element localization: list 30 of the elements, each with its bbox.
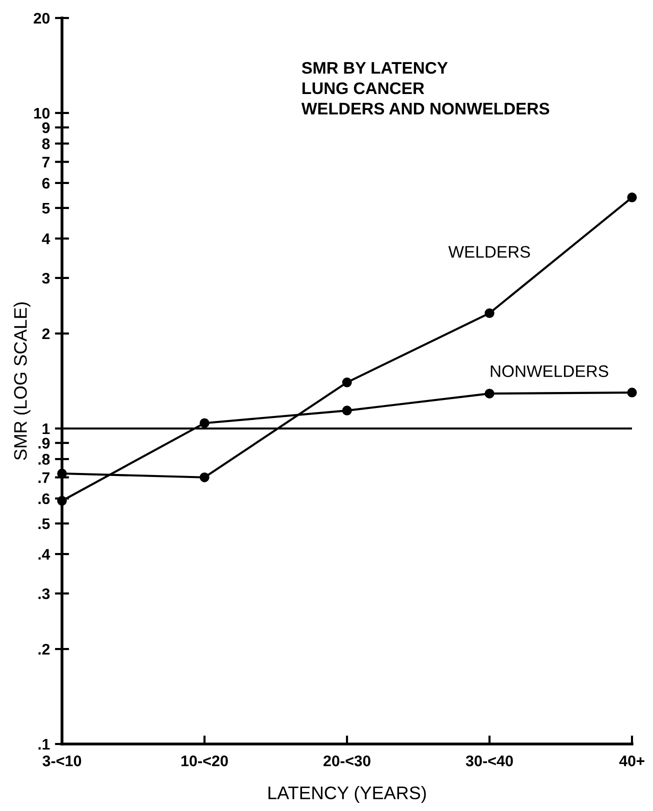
y-tick-label: 5 — [42, 202, 50, 214]
x-tick-label: 20-<30 — [324, 756, 370, 766]
y-tick-label: 10 — [34, 108, 50, 119]
x-tick-label: 40+ — [619, 756, 644, 766]
y-tick-label: 9 — [42, 122, 50, 134]
text: SMR BY LATENCY LUNG CANCER WELDERS AND NONWELDERS — [301, 62, 550, 115]
series-label: NONWELDERS — [490, 365, 608, 378]
y-tick-label: .7 — [38, 472, 50, 483]
x-tick-label: 30-<40 — [466, 756, 513, 766]
y-tick-label: 2 — [42, 328, 50, 340]
y-tick-label: 6 — [42, 178, 50, 189]
y-axis-title: SMR (LOG SCALE) — [14, 302, 30, 460]
x-axis-title: LATENCY (YEARS) — [268, 786, 426, 803]
y-tick-label: .4 — [38, 549, 50, 560]
y-tick-label: .8 — [38, 454, 50, 465]
x-tick-label: 10-<20 — [181, 756, 228, 766]
y-tick-label: 4 — [42, 234, 50, 244]
y-tick-label: .1 — [38, 739, 50, 750]
y-tick-label: .3 — [38, 588, 50, 600]
y-tick-label: 3 — [42, 272, 50, 284]
y-tick-label: .5 — [38, 518, 50, 530]
y-tick-label: 7 — [42, 156, 50, 168]
y-tick-label: .6 — [38, 493, 50, 504]
y-tick-label: 1 — [42, 424, 50, 434]
x-tick-label: 3-<10 — [42, 756, 82, 766]
y-tick-label: 20 — [34, 12, 50, 24]
y-tick-label: .9 — [38, 438, 50, 449]
series-label: WELDERS — [448, 246, 530, 258]
y-tick-label: 8 — [42, 138, 50, 150]
y-tick-label: .2 — [38, 644, 50, 655]
